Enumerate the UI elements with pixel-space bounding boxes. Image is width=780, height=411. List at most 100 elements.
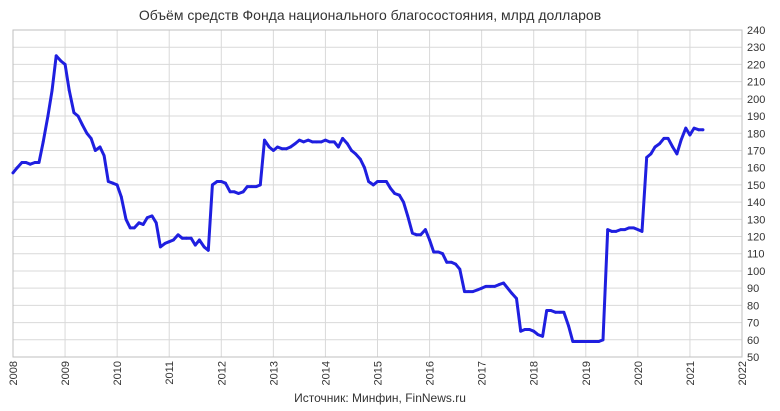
data-point <box>467 290 470 293</box>
data-point <box>428 238 431 242</box>
data-point <box>33 161 37 164</box>
data-point <box>289 145 292 149</box>
data-point <box>679 138 683 142</box>
data-point <box>211 183 214 187</box>
data-point <box>46 114 50 118</box>
x-tick-label: 2014 <box>320 361 332 385</box>
data-point <box>76 114 80 118</box>
data-point <box>593 340 596 343</box>
data-point <box>558 310 562 314</box>
data-point <box>280 147 284 151</box>
data-point <box>332 140 336 144</box>
data-point <box>350 149 353 152</box>
y-tick-label: 70 <box>747 318 759 330</box>
data-point <box>528 328 531 331</box>
data-point <box>554 310 557 314</box>
data-point <box>367 180 370 183</box>
y-tick-label: 120 <box>747 232 765 244</box>
data-point <box>567 324 570 328</box>
data-point <box>458 267 462 271</box>
data-point <box>493 285 497 288</box>
data-point <box>684 126 688 130</box>
x-tick-label: 2012 <box>216 361 228 385</box>
data-point <box>450 260 453 264</box>
data-point <box>502 281 505 285</box>
y-tick-label: 140 <box>747 197 765 209</box>
data-point <box>206 248 210 252</box>
y-tick-label: 180 <box>747 128 765 140</box>
data-point <box>80 123 84 127</box>
data-point <box>358 157 362 161</box>
y-tick-label: 50 <box>747 352 759 364</box>
data-point <box>293 142 297 146</box>
data-point <box>463 290 466 293</box>
data-point <box>484 285 488 288</box>
y-tick-label: 80 <box>747 300 759 312</box>
data-point <box>515 297 518 300</box>
data-point <box>363 166 366 170</box>
data-point <box>167 240 171 244</box>
grid-lines <box>12 29 743 358</box>
data-point <box>102 154 106 158</box>
x-tick-label: 2015 <box>373 361 385 385</box>
data-point <box>132 226 136 230</box>
data-point <box>441 252 444 256</box>
data-point <box>402 200 405 204</box>
data-point <box>692 126 696 130</box>
plot-frame <box>12 29 743 358</box>
data-point <box>536 333 540 336</box>
data-point <box>28 162 32 166</box>
x-tick-label: 2021 <box>685 361 697 385</box>
data-point <box>63 63 67 66</box>
y-tick-label: 190 <box>747 111 765 123</box>
y-tick-label: 230 <box>747 42 765 54</box>
data-point <box>476 288 479 292</box>
data-point <box>172 238 175 242</box>
data-point <box>571 340 575 343</box>
data-point <box>688 133 692 137</box>
data-point <box>319 140 323 144</box>
data-point <box>545 309 549 312</box>
data-point <box>701 128 705 132</box>
data-point <box>54 54 58 58</box>
data-point <box>302 140 305 144</box>
data-point <box>124 217 128 221</box>
chart-source: Источник: Минфин, FinNews.ru <box>294 391 466 405</box>
data-point <box>480 286 483 290</box>
data-point <box>163 242 167 245</box>
data-point <box>37 161 41 164</box>
data-point <box>445 260 449 264</box>
y-tick-label: 110 <box>747 249 765 261</box>
data-point <box>619 228 623 232</box>
y-tick-label: 240 <box>747 25 765 37</box>
data-point <box>185 236 188 240</box>
data-point <box>145 216 149 220</box>
x-tick-label: 2020 <box>633 361 645 385</box>
data-point <box>237 192 240 195</box>
series-line <box>11 54 705 343</box>
data-point <box>119 195 123 199</box>
data-point <box>11 171 15 175</box>
data-point <box>549 309 553 312</box>
data-point <box>263 138 266 142</box>
data-point <box>541 334 544 338</box>
data-point <box>497 283 501 287</box>
data-point <box>371 183 375 187</box>
data-point <box>380 180 384 183</box>
data-point <box>111 181 115 185</box>
data-point <box>72 111 76 114</box>
data-point <box>106 180 110 183</box>
data-point <box>67 88 71 92</box>
data-point <box>675 152 679 156</box>
data-point <box>180 236 184 240</box>
data-point <box>50 88 54 92</box>
data-point <box>376 180 379 183</box>
data-point <box>154 221 158 225</box>
data-point <box>59 59 63 63</box>
data-point <box>224 181 227 185</box>
data-point <box>176 233 180 237</box>
data-point <box>250 185 253 189</box>
data-point <box>241 190 245 194</box>
data-point <box>24 161 28 164</box>
